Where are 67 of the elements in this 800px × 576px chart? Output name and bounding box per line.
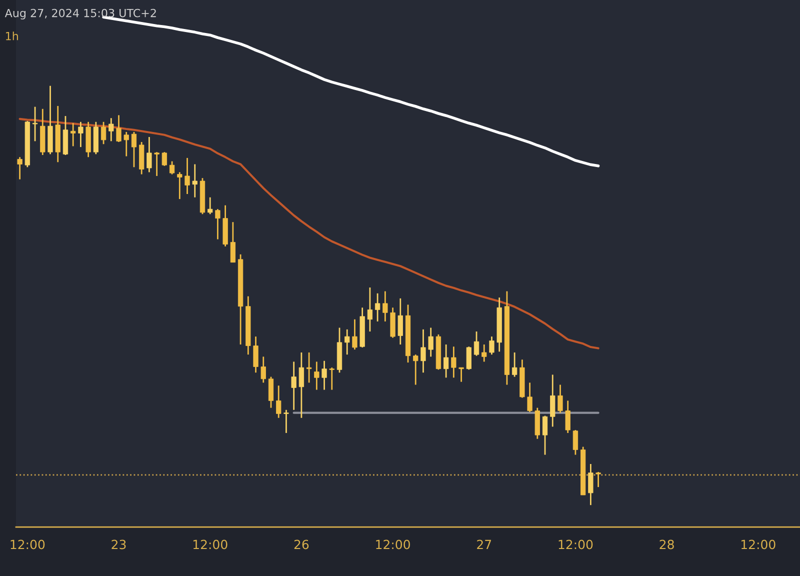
candlestick	[169, 160, 175, 175]
candlestick	[146, 136, 152, 173]
candlestick	[298, 352, 304, 419]
candlestick	[398, 298, 403, 346]
candlestick	[177, 172, 182, 200]
x-tick-label: 27	[477, 540, 491, 550]
candlestick	[458, 366, 464, 383]
candlestick	[253, 336, 258, 374]
candlestick	[428, 327, 434, 358]
candlestick	[276, 384, 282, 419]
candlestick	[565, 400, 570, 434]
candlestick	[154, 151, 160, 177]
candlestick	[108, 117, 114, 142]
candlestick	[208, 196, 213, 215]
candlestick	[131, 131, 137, 168]
candlestick	[329, 366, 334, 390]
x-tick-label: 12:00	[10, 540, 45, 550]
candlestick	[70, 122, 76, 147]
candlestick	[382, 290, 388, 322]
candlestick	[100, 121, 106, 145]
text: 1h	[6, 32, 18, 40]
candlestick	[451, 346, 456, 378]
candlestick	[291, 361, 296, 411]
candlestick	[542, 415, 548, 456]
candlestick	[284, 409, 289, 434]
candlestick	[344, 328, 350, 356]
candlestick	[367, 286, 373, 332]
candlestick	[489, 336, 494, 356]
candlestick	[306, 352, 312, 384]
x-tick-label: 12:00	[558, 540, 593, 550]
candlestick	[443, 344, 449, 378]
candlestick	[192, 164, 198, 198]
candlestick	[78, 121, 84, 148]
candlestick	[162, 151, 167, 167]
candlestick	[230, 221, 236, 264]
x-tick-label: 12:00	[193, 540, 228, 550]
candlestick	[184, 157, 190, 195]
candlestick	[32, 106, 38, 142]
candlestick	[390, 306, 396, 338]
candlestick	[550, 374, 556, 428]
x-tick-label: 12:00	[741, 540, 776, 550]
text: Aug 27, 2024 15:03 UTC+2	[4, 8, 156, 20]
candlestick	[413, 354, 418, 386]
x-tick-label: 12:00	[376, 540, 410, 550]
x-tick-label: 26	[294, 540, 309, 550]
candlestick	[374, 292, 380, 322]
candlestick	[268, 376, 274, 409]
candlestick	[527, 382, 532, 413]
candlestick	[558, 384, 563, 414]
candlestick	[215, 208, 220, 240]
candlestick	[260, 356, 266, 384]
candlestick	[588, 463, 594, 506]
candlestick	[474, 330, 480, 357]
x-tick-label: 23	[112, 540, 126, 550]
candlestick	[322, 360, 327, 390]
candlestick	[512, 352, 518, 378]
candlestick	[352, 318, 358, 350]
candlestick	[466, 346, 472, 370]
candlestick	[17, 156, 22, 180]
candlestick	[124, 131, 129, 157]
candlestick	[596, 471, 601, 488]
candlestick	[116, 114, 122, 143]
candlestick	[314, 361, 320, 390]
candlestick	[482, 344, 487, 362]
candlestick	[420, 328, 426, 374]
candlestick	[572, 429, 578, 456]
x-tick-label: 28	[660, 540, 674, 550]
